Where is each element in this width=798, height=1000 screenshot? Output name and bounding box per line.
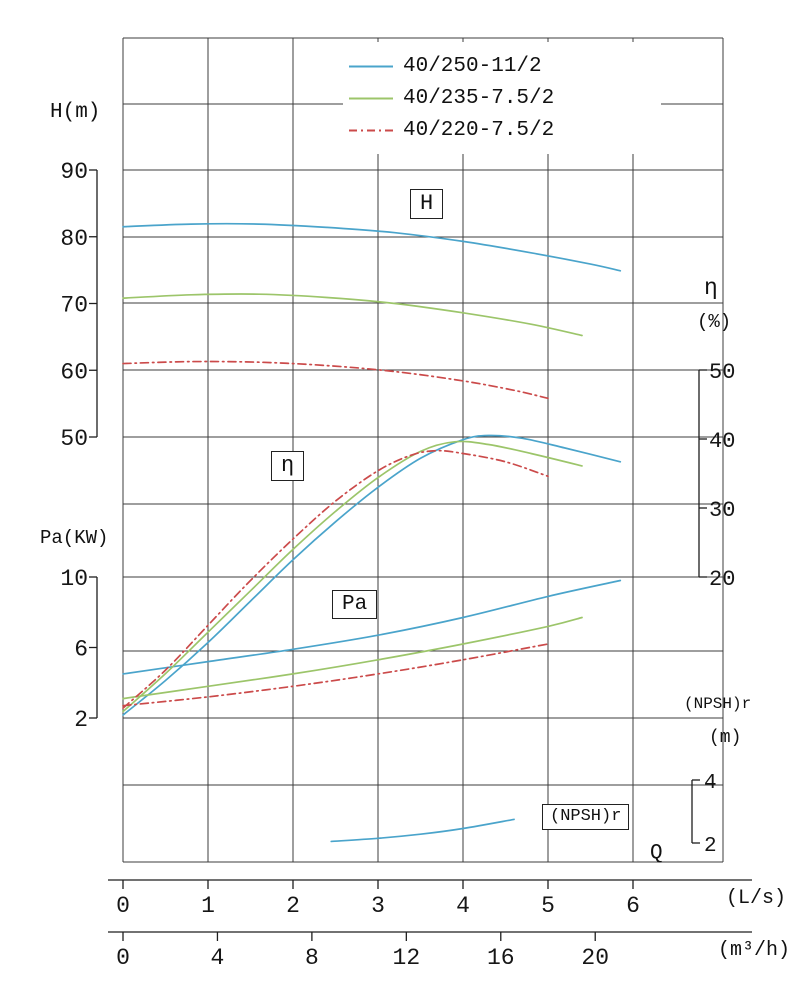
tick-label: 70 [60, 293, 88, 319]
curve-eta-40/250-11/2 [122, 434, 622, 716]
tick-label: 30 [709, 498, 735, 523]
tick-label: 50 [60, 426, 88, 452]
curve-H-40/220-7.5/2 [122, 360, 549, 400]
legend-label: 40/220-7.5/2 [403, 118, 555, 142]
curve-H-40/235-7.5/2 [122, 293, 583, 337]
tick-label: 80 [60, 226, 88, 252]
tick-label: 0 [116, 893, 130, 919]
tick-label: 12 [393, 945, 421, 971]
curve-label-pa: Pa [332, 590, 378, 620]
legend-label: 40/250-11/2 [403, 54, 542, 78]
legend-item: 40/235-7.5/2 [348, 82, 554, 114]
q-axis-label: Q [650, 842, 663, 865]
tick-label: 60 [60, 359, 88, 385]
h-axis-title: H(m) [50, 101, 101, 124]
tick-label: 4 [211, 945, 225, 971]
tick-label: 16 [487, 945, 515, 971]
legend-item: 40/250-11/2 [348, 50, 554, 82]
curve-Pa-40/250-11/2 [122, 579, 622, 675]
curve-eta-40/220-7.5/2 [122, 449, 549, 709]
tick-label: 2 [286, 893, 300, 919]
eta-axis-title: η [704, 275, 718, 301]
x-unit-m3h-label: (m³/h) [718, 939, 791, 962]
tick-label: 90 [60, 159, 88, 185]
tick-label: 20 [709, 567, 735, 592]
legend: 40/250-11/2 40/235-7.5/2 40/220-7.5/2 [348, 50, 554, 146]
tick-label: 6 [74, 637, 88, 663]
npshr-axis-title: (NPSH)r [684, 695, 752, 713]
curve-label-npshr: (NPSH)r [542, 804, 630, 831]
tick-label: 0 [116, 945, 130, 971]
tick-label: 1 [201, 893, 215, 919]
curve-Pa-40/220-7.5/2 [122, 643, 549, 707]
tick-label: 20 [581, 945, 609, 971]
tick-label: 2 [704, 835, 717, 858]
legend-line-icon [349, 97, 393, 99]
tick-label: 8 [305, 945, 319, 971]
tick-label: 2 [74, 707, 88, 733]
tick-label: 4 [456, 893, 470, 919]
tick-label: 4 [704, 772, 717, 795]
npshr-axis-unit: (m) [709, 728, 742, 748]
x-unit-ls-label: (L/s) [726, 887, 787, 910]
legend-label: 40/235-7.5/2 [403, 86, 555, 110]
eta-axis-unit: (%) [697, 311, 732, 333]
legend-line-icon [349, 129, 393, 131]
curve-eta-40/235-7.5/2 [122, 440, 583, 713]
tick-label: 6 [626, 893, 640, 919]
pa-axis-title: Pa(KW) [40, 527, 109, 549]
curve-H-40/250-11/2 [122, 222, 622, 272]
legend-item: 40/220-7.5/2 [348, 114, 554, 146]
curve-label-eta: η [271, 451, 305, 482]
tick-label: 3 [371, 893, 385, 919]
curve-label-H: H [410, 189, 444, 220]
legend-backdrop [343, 42, 661, 154]
tick-label: 50 [709, 360, 735, 385]
tick-label: 10 [60, 566, 88, 592]
tick-label: 5 [541, 893, 555, 919]
tick-label: 40 [709, 429, 735, 454]
legend-line-icon [349, 65, 393, 67]
curve-Pa-40/235-7.5/2 [122, 616, 583, 700]
curve-npshr-40/250-11/2 [330, 818, 515, 843]
